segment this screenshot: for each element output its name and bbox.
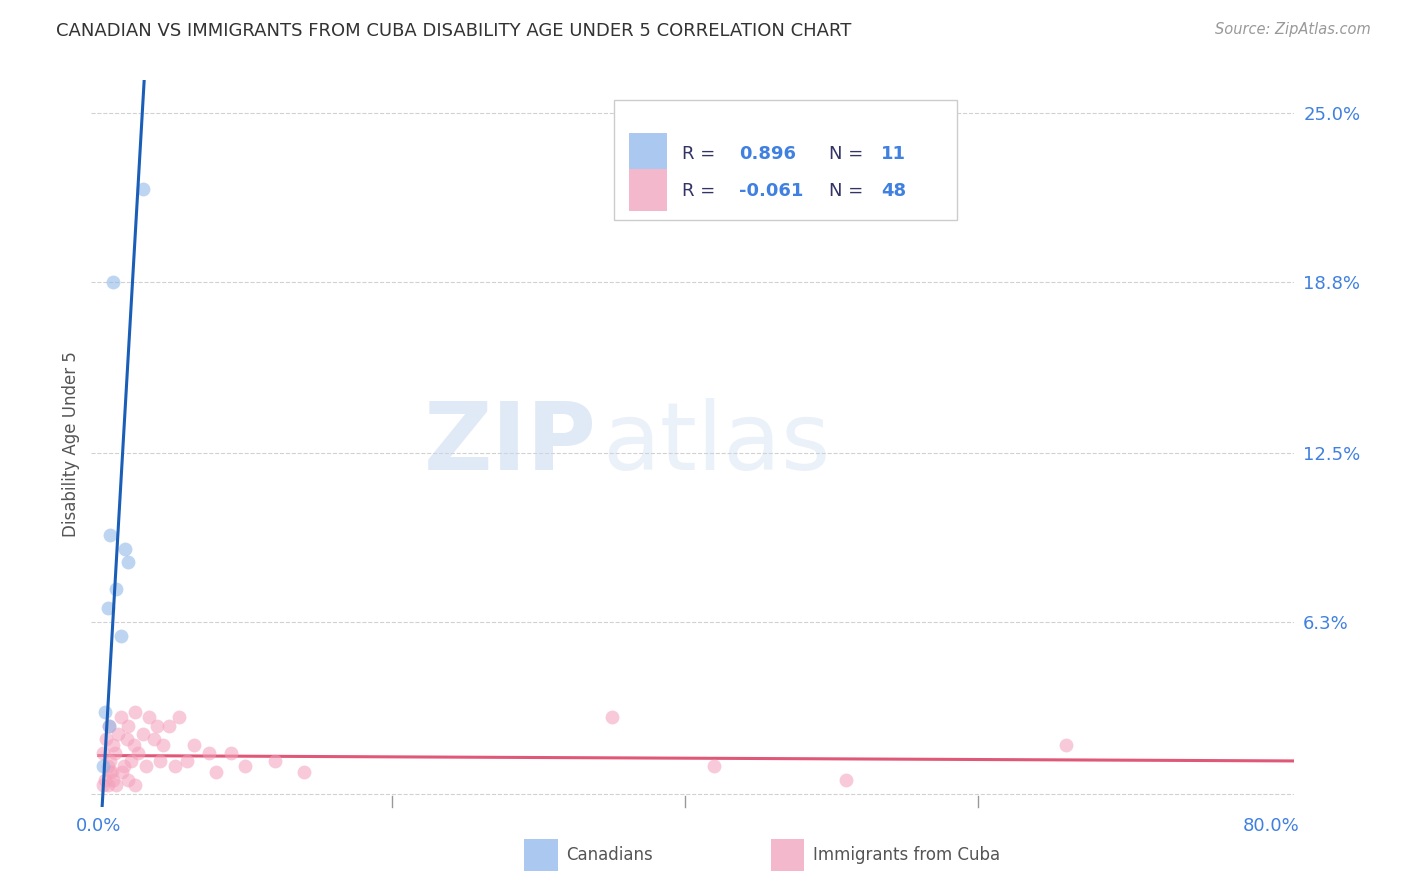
Text: 11: 11 — [882, 145, 907, 163]
Point — [122, 738, 145, 752]
Point — [103, 772, 125, 787]
Text: -0.061: -0.061 — [740, 182, 804, 200]
FancyBboxPatch shape — [614, 100, 957, 219]
Text: Canadians: Canadians — [567, 846, 652, 863]
Point — [219, 746, 242, 760]
Point — [600, 710, 623, 724]
Point — [115, 732, 138, 747]
Point — [157, 718, 180, 732]
Point — [100, 754, 122, 768]
Point — [105, 779, 128, 793]
Point — [91, 746, 114, 760]
Point — [93, 772, 115, 787]
Point — [292, 764, 315, 779]
Point — [127, 746, 149, 760]
Point — [169, 710, 191, 724]
Point — [146, 718, 169, 732]
Text: R =: R = — [682, 182, 721, 200]
Text: ZIP: ZIP — [423, 398, 596, 490]
Point — [131, 727, 153, 741]
Y-axis label: Disability Age Under 5: Disability Age Under 5 — [62, 351, 80, 537]
Point — [101, 764, 124, 779]
Point — [100, 528, 122, 542]
Point — [117, 555, 139, 569]
Point — [105, 582, 128, 597]
Point — [176, 754, 198, 768]
Point — [98, 718, 121, 732]
Point — [197, 746, 219, 760]
Point — [94, 732, 117, 747]
Point — [100, 764, 122, 779]
Point — [138, 710, 160, 724]
Bar — [628, 133, 668, 176]
Point — [114, 541, 136, 556]
Text: R =: R = — [682, 145, 721, 163]
Text: 48: 48 — [882, 182, 907, 200]
Point — [103, 275, 125, 289]
Point — [163, 759, 186, 773]
Point — [124, 779, 146, 793]
Point — [233, 759, 256, 773]
Point — [93, 705, 115, 719]
Point — [143, 732, 166, 747]
Bar — [524, 838, 558, 871]
Text: atlas: atlas — [602, 398, 831, 490]
Point — [120, 754, 142, 768]
Point — [96, 779, 118, 793]
Point — [117, 772, 139, 787]
Point — [117, 718, 139, 732]
Point — [110, 710, 132, 724]
Point — [135, 759, 157, 773]
Text: N =: N = — [830, 182, 869, 200]
Point — [91, 779, 114, 793]
Text: 0.896: 0.896 — [740, 145, 796, 163]
Point — [1054, 738, 1077, 752]
Point — [104, 746, 127, 760]
Text: Immigrants from Cuba: Immigrants from Cuba — [813, 846, 1000, 863]
Bar — [628, 169, 668, 211]
Text: CANADIAN VS IMMIGRANTS FROM CUBA DISABILITY AGE UNDER 5 CORRELATION CHART: CANADIAN VS IMMIGRANTS FROM CUBA DISABIL… — [56, 22, 852, 40]
Point — [152, 738, 174, 752]
Point — [111, 764, 134, 779]
Text: Source: ZipAtlas.com: Source: ZipAtlas.com — [1215, 22, 1371, 37]
Point — [103, 738, 125, 752]
Point — [107, 727, 129, 741]
Point — [98, 718, 121, 732]
Text: N =: N = — [830, 145, 869, 163]
Point — [131, 182, 153, 196]
Point — [110, 629, 132, 643]
Point — [96, 601, 118, 615]
Point — [703, 759, 725, 773]
Bar — [770, 838, 804, 871]
Point — [96, 759, 118, 773]
Point — [149, 754, 172, 768]
Point — [183, 738, 205, 752]
Point — [124, 705, 146, 719]
Point — [205, 764, 228, 779]
Point — [91, 759, 114, 773]
Point — [263, 754, 285, 768]
Point — [835, 772, 858, 787]
Point — [112, 759, 135, 773]
